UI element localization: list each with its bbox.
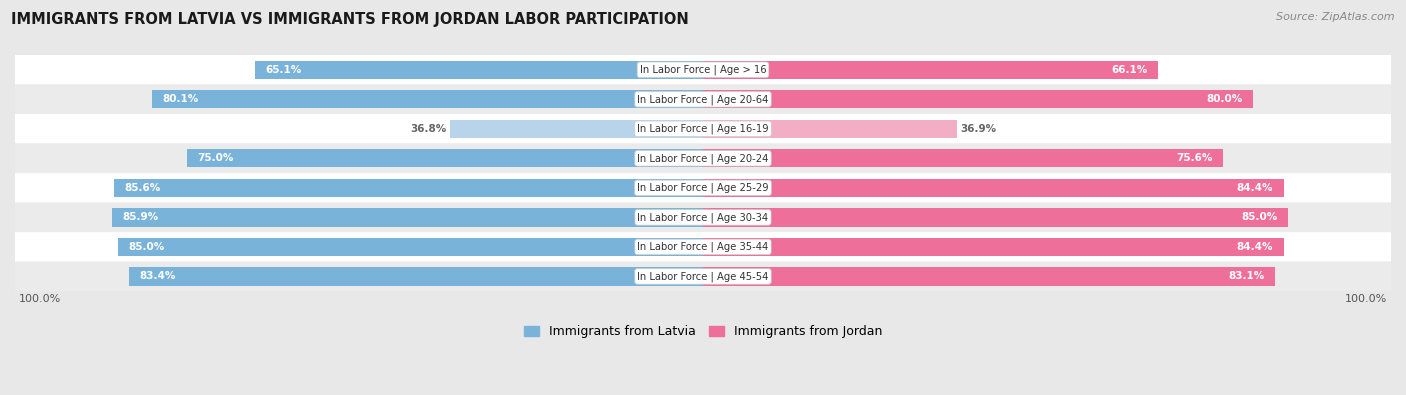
Text: 83.4%: 83.4% bbox=[139, 271, 176, 282]
Bar bbox=[450, 120, 703, 138]
Bar bbox=[187, 149, 703, 167]
Bar bbox=[118, 238, 703, 256]
Text: 100.0%: 100.0% bbox=[1346, 293, 1388, 304]
Text: In Labor Force | Age 20-64: In Labor Force | Age 20-64 bbox=[637, 94, 769, 105]
Bar bbox=[703, 208, 1288, 227]
Bar bbox=[703, 149, 1223, 167]
FancyBboxPatch shape bbox=[11, 85, 1395, 114]
Bar bbox=[703, 60, 1157, 79]
Text: 100.0%: 100.0% bbox=[18, 293, 60, 304]
Legend: Immigrants from Latvia, Immigrants from Jordan: Immigrants from Latvia, Immigrants from … bbox=[519, 320, 887, 343]
Text: In Labor Force | Age 45-54: In Labor Force | Age 45-54 bbox=[637, 271, 769, 282]
Text: 84.4%: 84.4% bbox=[1237, 183, 1274, 193]
Bar bbox=[703, 238, 1284, 256]
Text: 84.4%: 84.4% bbox=[1237, 242, 1274, 252]
Text: 83.1%: 83.1% bbox=[1229, 271, 1264, 282]
Text: 80.0%: 80.0% bbox=[1206, 94, 1243, 104]
Text: In Labor Force | Age 35-44: In Labor Force | Age 35-44 bbox=[637, 242, 769, 252]
Text: 75.0%: 75.0% bbox=[197, 153, 233, 163]
Text: 85.0%: 85.0% bbox=[1241, 213, 1278, 222]
FancyBboxPatch shape bbox=[11, 114, 1395, 143]
Text: 85.6%: 85.6% bbox=[124, 183, 160, 193]
Text: In Labor Force | Age 16-19: In Labor Force | Age 16-19 bbox=[637, 124, 769, 134]
FancyBboxPatch shape bbox=[11, 143, 1395, 173]
Text: In Labor Force | Age > 16: In Labor Force | Age > 16 bbox=[640, 64, 766, 75]
Bar bbox=[129, 267, 703, 286]
Bar bbox=[703, 90, 1253, 108]
Bar bbox=[703, 120, 957, 138]
Text: 65.1%: 65.1% bbox=[266, 65, 302, 75]
Text: In Labor Force | Age 20-24: In Labor Force | Age 20-24 bbox=[637, 153, 769, 164]
FancyBboxPatch shape bbox=[11, 55, 1395, 85]
Text: 36.8%: 36.8% bbox=[411, 124, 446, 134]
FancyBboxPatch shape bbox=[11, 261, 1395, 291]
Text: 36.9%: 36.9% bbox=[960, 124, 997, 134]
Text: 66.1%: 66.1% bbox=[1111, 65, 1147, 75]
Text: Source: ZipAtlas.com: Source: ZipAtlas.com bbox=[1277, 12, 1395, 22]
FancyBboxPatch shape bbox=[11, 232, 1395, 261]
Bar bbox=[254, 60, 703, 79]
Bar bbox=[152, 90, 703, 108]
Text: IMMIGRANTS FROM LATVIA VS IMMIGRANTS FROM JORDAN LABOR PARTICIPATION: IMMIGRANTS FROM LATVIA VS IMMIGRANTS FRO… bbox=[11, 12, 689, 27]
Text: In Labor Force | Age 25-29: In Labor Force | Age 25-29 bbox=[637, 182, 769, 193]
Text: 80.1%: 80.1% bbox=[162, 94, 198, 104]
Text: 85.0%: 85.0% bbox=[128, 242, 165, 252]
Bar bbox=[703, 267, 1275, 286]
FancyBboxPatch shape bbox=[11, 203, 1395, 232]
Bar bbox=[703, 179, 1284, 197]
Bar bbox=[114, 179, 703, 197]
Text: 85.9%: 85.9% bbox=[122, 213, 159, 222]
Text: 75.6%: 75.6% bbox=[1177, 153, 1213, 163]
Text: In Labor Force | Age 30-34: In Labor Force | Age 30-34 bbox=[637, 212, 769, 223]
Bar bbox=[112, 208, 703, 227]
FancyBboxPatch shape bbox=[11, 173, 1395, 203]
